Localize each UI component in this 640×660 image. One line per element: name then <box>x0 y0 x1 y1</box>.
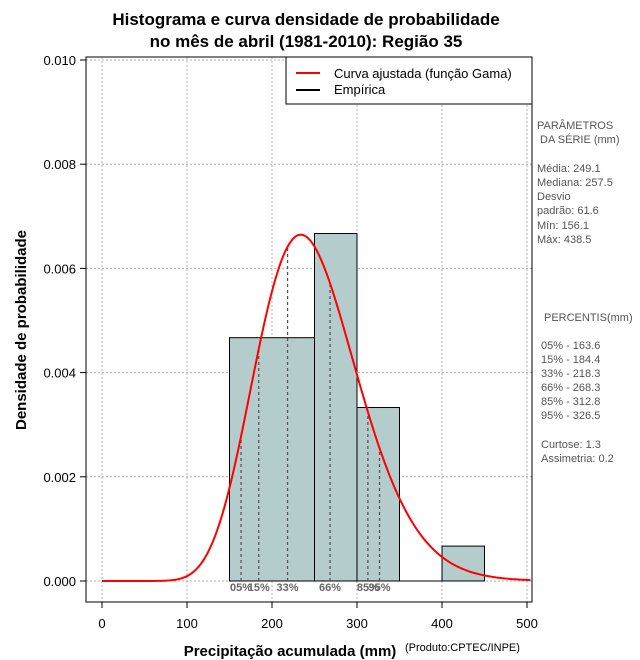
y-tick-label-1: 0.002 <box>43 470 76 485</box>
percentil-05: 05% - 163.6 <box>541 340 600 352</box>
params-title-line2: DA SÉRIE (mm) <box>537 133 620 146</box>
chart-title-line1: Histograma e curva densidade de probabil… <box>112 10 499 29</box>
percentile-label-85%: 85% <box>357 582 379 594</box>
x-tick-label-1: 100 <box>176 616 198 631</box>
curves <box>102 233 531 582</box>
y-axis-title: Densidade de probabilidade <box>13 230 30 430</box>
chart-title-line2: no mês de abril (1981-2010): Região 35 <box>150 32 463 51</box>
percentil-15: 15% - 184.4 <box>541 354 600 366</box>
percentiles-panel: PERCENTIS(mm) 05% - 163.6 15% - 184.4 33… <box>541 312 633 465</box>
percentis-title: PERCENTIS(mm) <box>544 312 633 324</box>
x-tick-label-2: 200 <box>261 616 283 631</box>
legend-box <box>285 56 533 105</box>
axes: 0 100 200 300 400 500 0.000 0.002 0.004 0.006 0.00… <box>43 53 537 631</box>
legend-label-empirical: Empírica <box>334 82 386 97</box>
credit-text: (Produto:CPTEC/INPE) <box>405 642 520 654</box>
percentile-lines <box>240 246 381 581</box>
percentil-95: 95% - 326.5 <box>541 410 600 422</box>
y-tick-label-5: 0.010 <box>43 53 76 68</box>
percentile-label-15%: 15% <box>248 582 270 594</box>
gamma-fit-curve <box>102 233 531 582</box>
percentile-labels: 05%15% 33% 66% 85%95% <box>230 582 391 594</box>
param-min: Mín: 156.1 <box>537 220 589 232</box>
y-tick-label-2: 0.004 <box>43 366 76 381</box>
y-tick-label-0: 0.000 <box>43 574 76 589</box>
percentil-85: 85% - 312.8 <box>541 396 600 408</box>
percentile-label-33%: 33% <box>277 582 299 594</box>
percentile-label-05%: 05% <box>230 582 252 594</box>
y-tick-label-3: 0.006 <box>43 261 76 276</box>
percentil-66: 66% - 268.3 <box>541 382 600 394</box>
y-tick-label-4: 0.008 <box>43 157 76 172</box>
percentil-33: 33% - 218.3 <box>541 368 600 380</box>
legend-label-gamma: Curva ajustada (função Gama) <box>334 66 512 81</box>
param-media: Média: 249.1 <box>537 163 601 175</box>
assimetria: Assimetria: 0.2 <box>541 453 614 465</box>
histogram-bar-2 <box>356 407 400 582</box>
x-tick-label-0: 0 <box>98 616 105 631</box>
curtose: Curtose: 1.3 <box>541 439 601 451</box>
legend: Curva ajustada (função Gama) Empírica <box>285 56 533 105</box>
x-tick-label-3: 300 <box>346 616 368 631</box>
params-title-line1: PARÂMETROS <box>537 119 613 132</box>
x-tick-label-4: 400 <box>431 616 453 631</box>
histogram-bar-1 <box>314 232 358 582</box>
x-tick-label-5: 500 <box>516 616 538 631</box>
percentile-label-66%: 66% <box>319 582 341 594</box>
histogram-bar-0 <box>229 337 315 582</box>
param-mediana: Mediana: 257.5 <box>537 177 613 189</box>
series-parameters-panel: PARÂMETROS DA SÉRIE (mm) Média: 249.1 Me… <box>537 119 620 246</box>
param-desvio-line2: padrão: 61.6 <box>537 205 599 217</box>
x-axis-title: Precipitação acumulada (mm) <box>184 643 397 660</box>
param-desvio-line1: Desvio <box>537 191 571 203</box>
param-max: Máx: 438.5 <box>537 234 591 246</box>
histogram-bars <box>229 232 485 582</box>
percentile-label-95%: 95% <box>369 582 391 594</box>
histogram-bar-4 <box>441 545 485 582</box>
